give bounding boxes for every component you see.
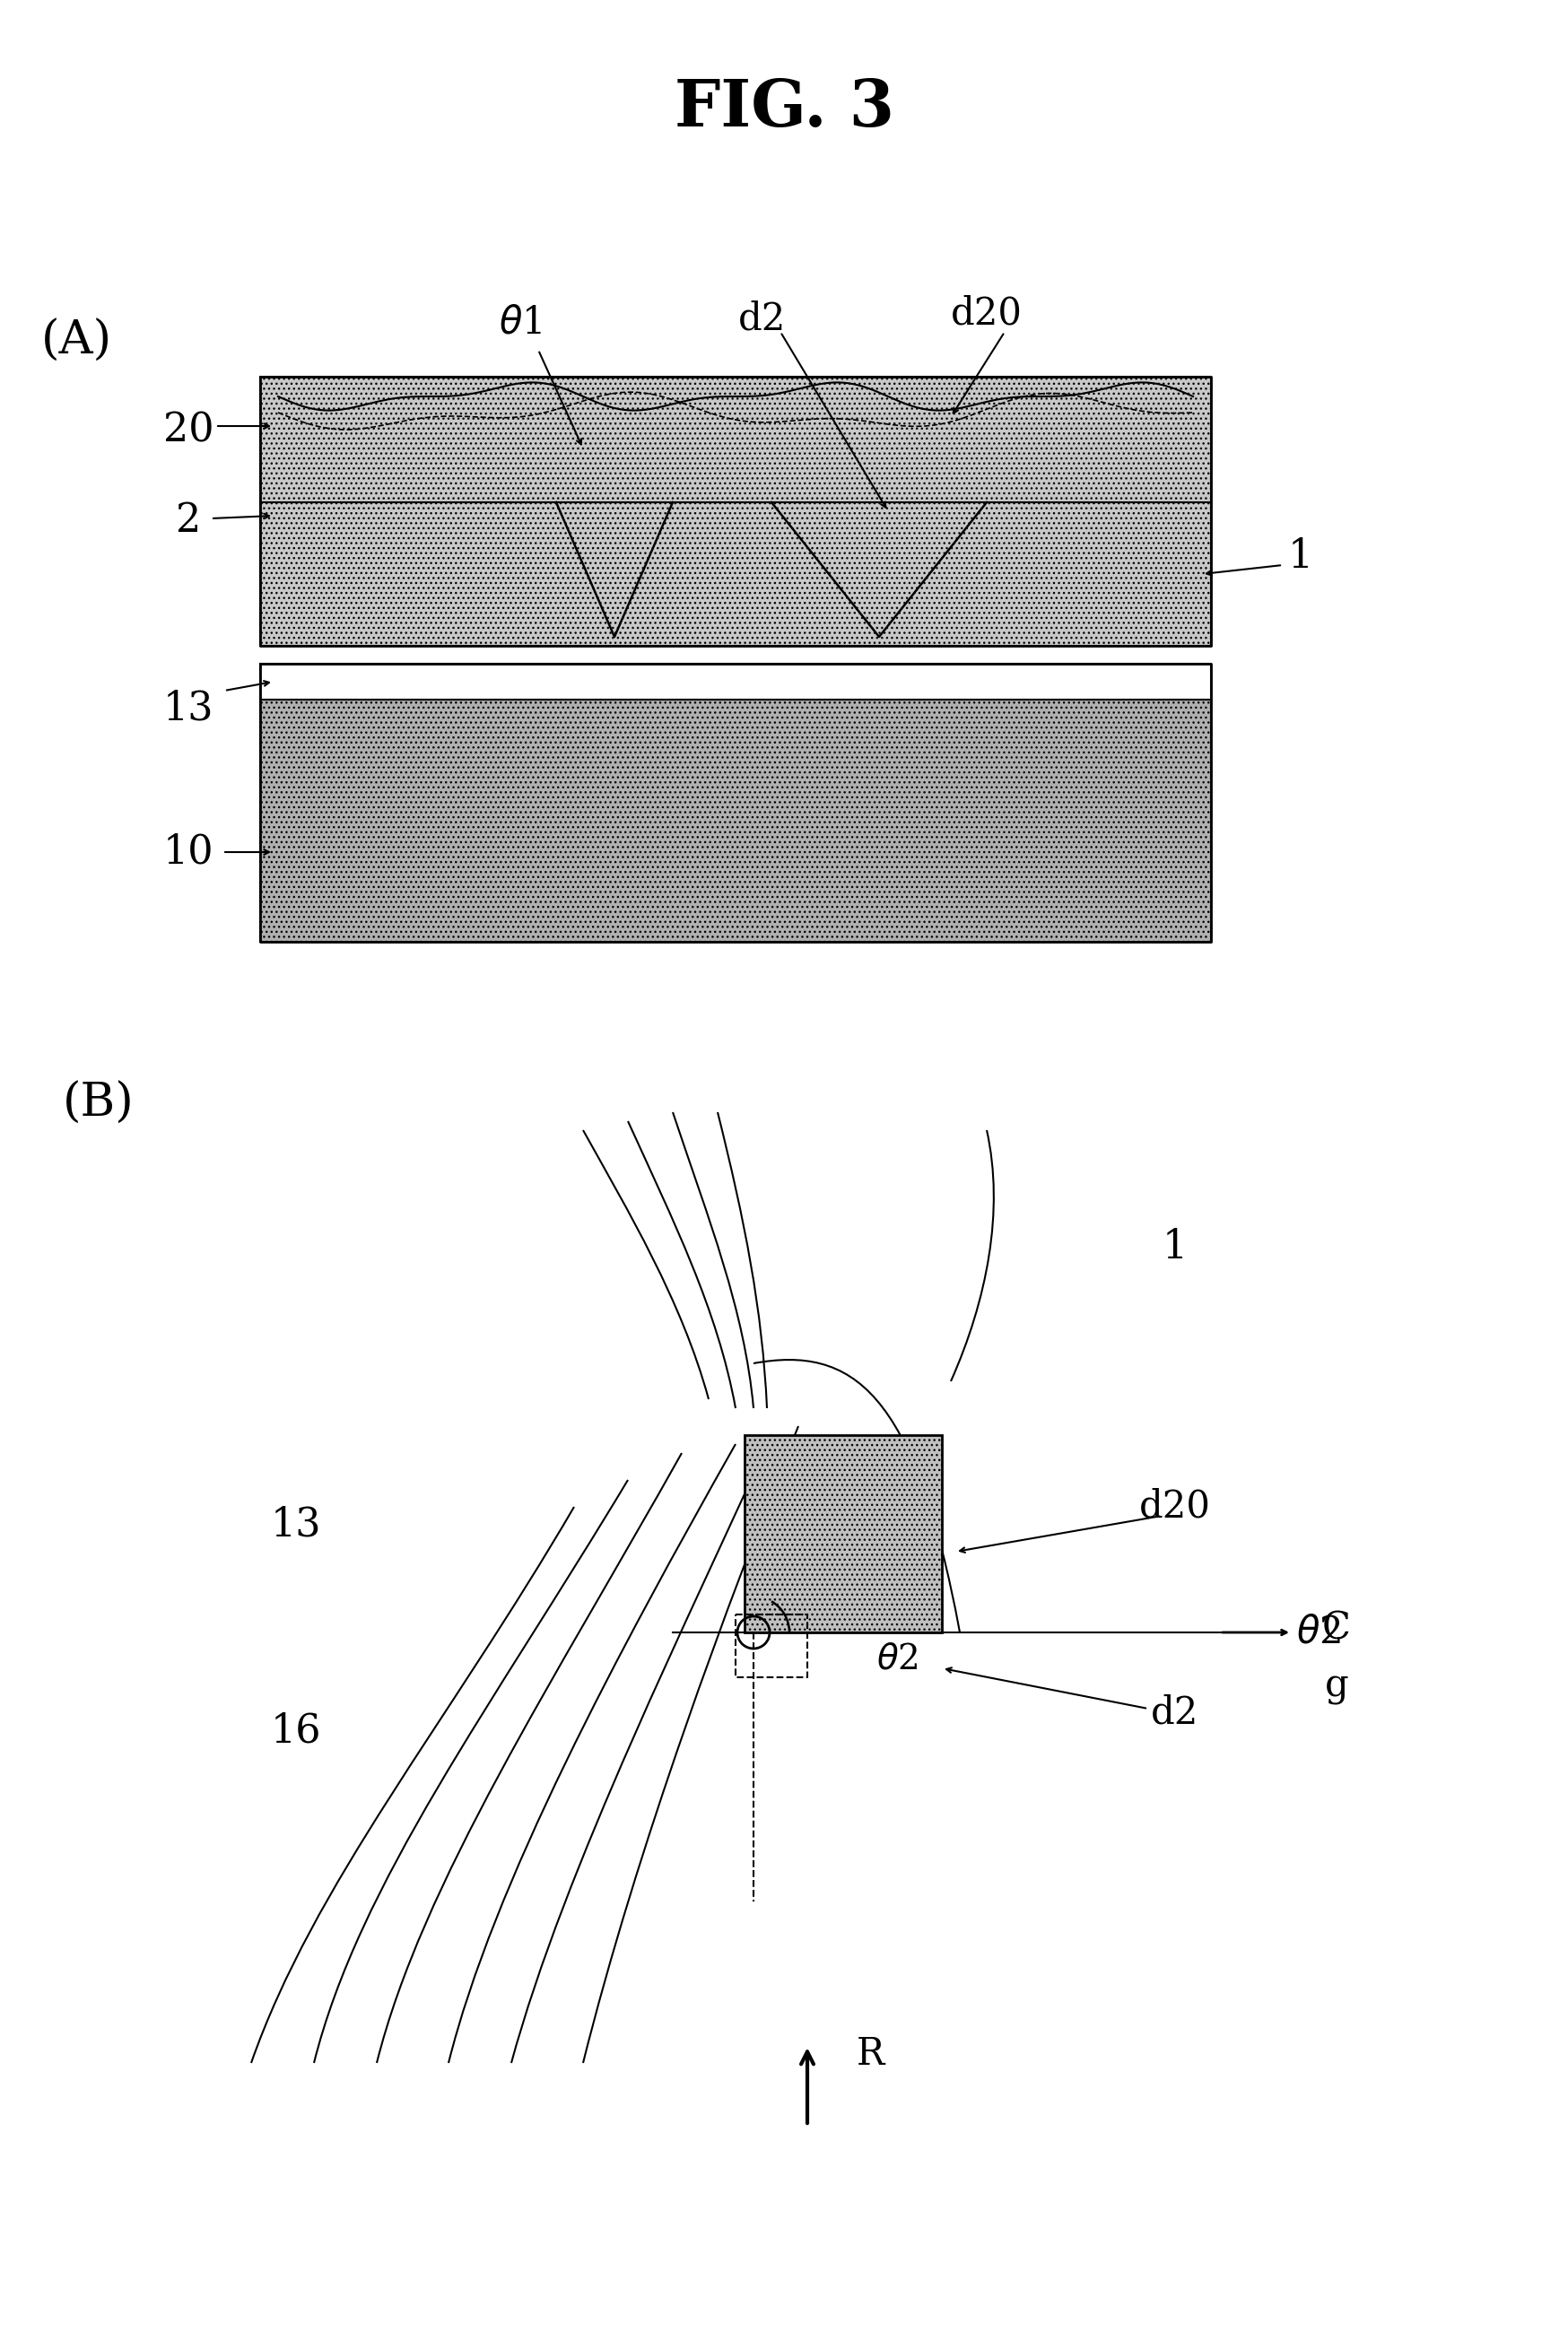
Text: 13: 13 (271, 1505, 321, 1545)
Text: d20: d20 (1140, 1489, 1210, 1526)
Text: 10: 10 (163, 833, 213, 871)
Text: 13: 13 (163, 688, 213, 728)
Text: C: C (1322, 1608, 1352, 1646)
Text: 20: 20 (163, 412, 213, 449)
Text: (A): (A) (41, 318, 111, 363)
Text: 16: 16 (271, 1711, 321, 1751)
Text: d2: d2 (1151, 1695, 1200, 1732)
Text: 1: 1 (1162, 1227, 1189, 1266)
Text: (B): (B) (63, 1079, 135, 1126)
Text: $\theta$2: $\theta$2 (877, 1643, 917, 1676)
Text: $\theta$1: $\theta$1 (499, 304, 543, 342)
Text: 2: 2 (176, 501, 201, 538)
Polygon shape (260, 377, 1210, 646)
Polygon shape (260, 665, 1210, 700)
Polygon shape (260, 700, 1210, 941)
Text: R: R (856, 2034, 884, 2072)
Text: d20: d20 (950, 295, 1022, 332)
Text: FIG. 3: FIG. 3 (674, 75, 894, 140)
Polygon shape (745, 1435, 942, 1632)
Text: d2: d2 (739, 300, 787, 337)
Text: $\theta$2: $\theta$2 (1297, 1613, 1341, 1650)
Text: 1: 1 (1287, 536, 1314, 576)
Text: g: g (1325, 1667, 1348, 1704)
